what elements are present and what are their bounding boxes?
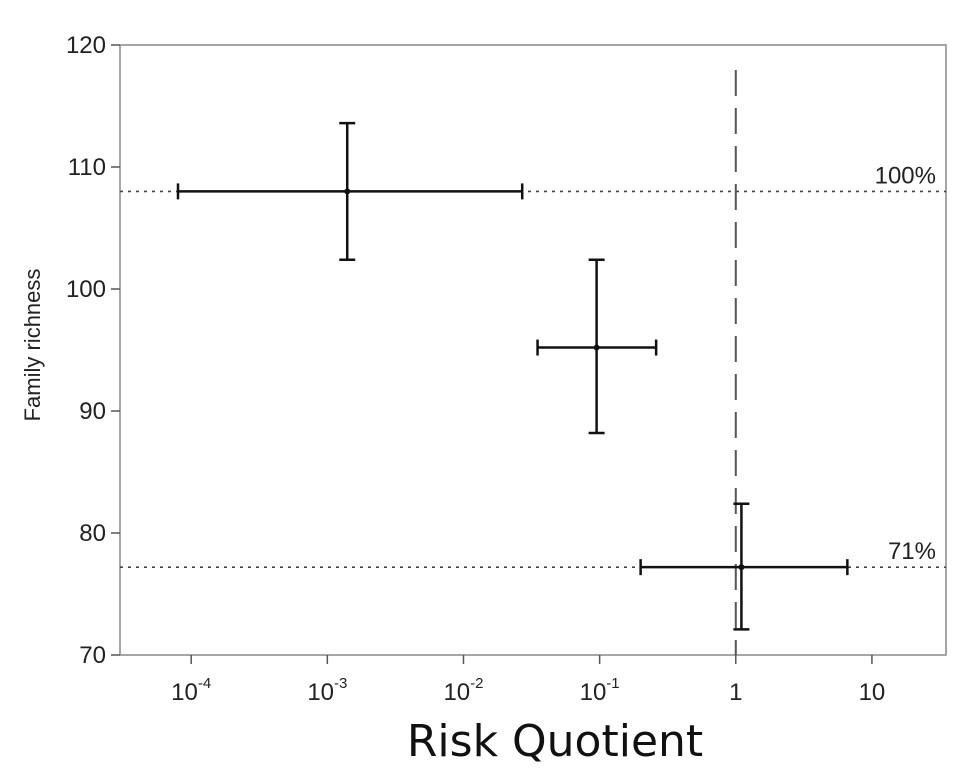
plot-frame	[119, 44, 947, 656]
x-axis-label: Risk Quotient	[406, 716, 704, 767]
x-tick-base: 10	[307, 679, 334, 706]
x-tick-base: 10	[171, 679, 198, 706]
y-tick-label: 110	[68, 154, 106, 181]
x-tick-label: 1	[729, 679, 742, 706]
data-point-group	[176, 121, 524, 261]
data-point-group	[536, 258, 658, 435]
x-tick-base: 10	[580, 679, 607, 706]
y-tick-label: 70	[79, 642, 106, 669]
data-point	[593, 344, 600, 351]
reference-line-label: 71%	[888, 538, 936, 565]
y-axis-label: Family richness	[20, 269, 45, 422]
x-tick-label: 10-2	[443, 675, 483, 706]
data-point	[344, 188, 351, 195]
y-axis: 70 80 90 100 110 120	[66, 32, 120, 669]
x-tick-base: 10	[443, 679, 470, 706]
x-tick-label: 10-3	[307, 675, 347, 706]
y-tick-label: 120	[66, 32, 106, 59]
reference-line-label: 100%	[875, 162, 936, 189]
x-axis: 10-4 10-3 10-2 10-1 1 10	[171, 655, 885, 706]
x-tick-exponent: -1	[606, 675, 619, 692]
data-point-group	[639, 502, 849, 631]
y-tick-label: 80	[79, 520, 106, 547]
x-tick-exponent: -4	[198, 675, 211, 692]
x-tick-base: 10	[859, 679, 886, 706]
x-tick-exponent: -3	[334, 675, 347, 692]
x-tick-base: 1	[729, 679, 742, 706]
x-tick-exponent: -2	[470, 675, 483, 692]
y-tick-label: 90	[79, 398, 106, 425]
x-tick-label: 10-1	[580, 675, 620, 706]
x-tick-label: 10-4	[171, 675, 211, 706]
data-point	[738, 564, 745, 571]
data-points	[176, 121, 849, 631]
y-tick-label: 100	[66, 276, 106, 303]
x-tick-label: 10	[859, 679, 886, 706]
